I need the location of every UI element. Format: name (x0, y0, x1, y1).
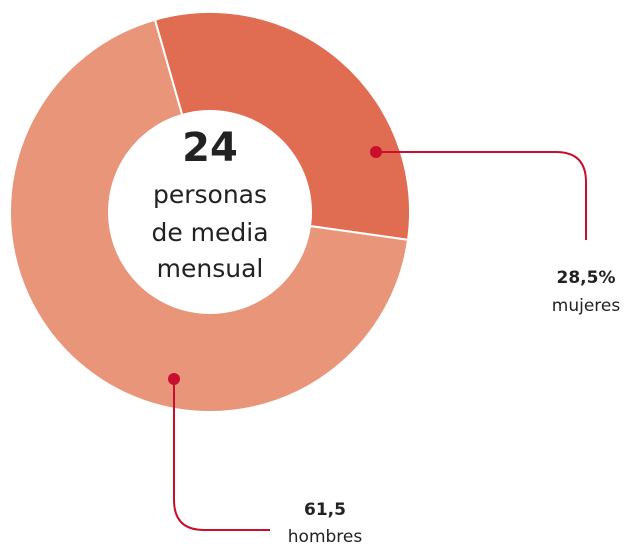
leader-dot (370, 146, 382, 158)
center-line: mensual (157, 254, 264, 283)
value-label: 28,5% (557, 268, 616, 288)
category-label: mujeres (552, 296, 621, 316)
donut-hole (108, 110, 312, 314)
leader-line (173, 379, 270, 531)
center-line: personas (153, 180, 267, 209)
center-value: 24 (182, 125, 238, 171)
center-line: de media (151, 218, 268, 247)
leader-dot (168, 373, 180, 385)
category-label: hombres (288, 527, 363, 547)
value-label: 61,5 (304, 500, 346, 520)
leader-line (376, 151, 587, 240)
